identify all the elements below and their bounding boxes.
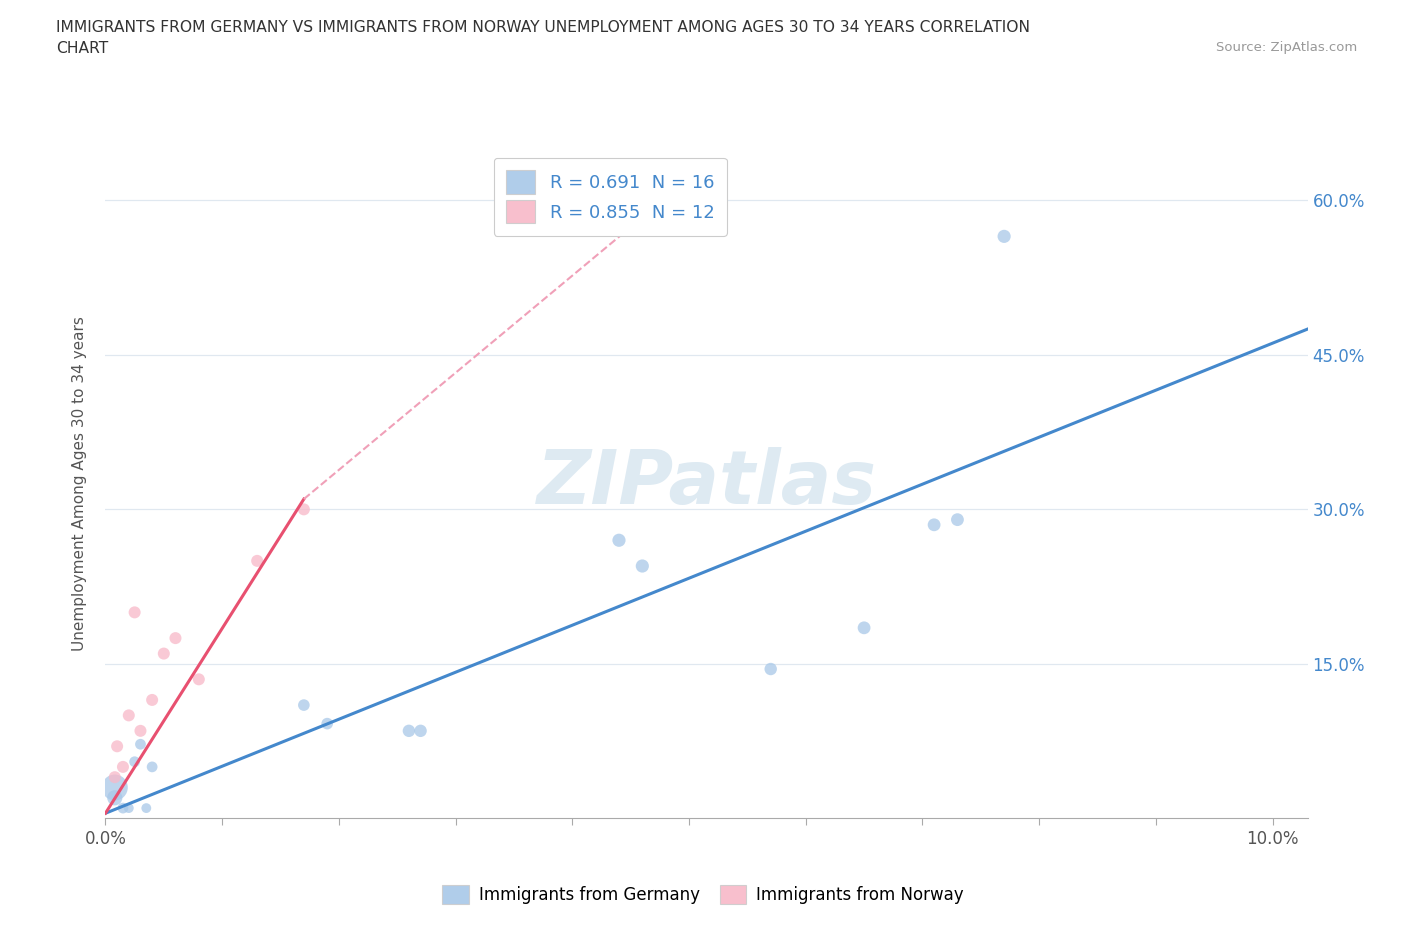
Point [104, 770, 127, 785]
Point [409, 724, 432, 738]
Point [111, 760, 134, 775]
Point [946, 512, 969, 527]
Point [129, 737, 152, 751]
Text: CHART: CHART [56, 41, 108, 56]
Text: IMMIGRANTS FROM GERMANY VS IMMIGRANTS FROM NORWAY UNEMPLOYMENT AMONG AGES 30 TO : IMMIGRANTS FROM GERMANY VS IMMIGRANTS FR… [56, 20, 1031, 35]
Point [187, 671, 209, 686]
Point [246, 553, 269, 568]
Point [129, 724, 152, 738]
Point [141, 760, 163, 775]
Point [111, 801, 134, 816]
Point [993, 229, 1015, 244]
Legend: Immigrants from Germany, Immigrants from Norway: Immigrants from Germany, Immigrants from… [433, 876, 973, 912]
Point [759, 661, 782, 676]
Point [292, 698, 315, 712]
Point [631, 559, 654, 574]
Point [853, 620, 876, 635]
Point [607, 533, 630, 548]
Point [292, 502, 315, 517]
Y-axis label: Unemployment Among Ages 30 to 34 years: Unemployment Among Ages 30 to 34 years [72, 316, 87, 651]
Point [153, 646, 176, 661]
Point [118, 801, 141, 816]
Point [135, 801, 157, 816]
Point [104, 790, 127, 805]
Point [141, 693, 163, 708]
Point [124, 754, 146, 769]
Legend: R = 0.691  N = 16, R = 0.855  N = 12: R = 0.691 N = 16, R = 0.855 N = 12 [494, 158, 727, 236]
Point [165, 631, 187, 645]
Text: ZIPatlas: ZIPatlas [537, 447, 876, 520]
Point [104, 780, 127, 795]
Point [118, 708, 141, 723]
Point [922, 517, 945, 532]
Text: Source: ZipAtlas.com: Source: ZipAtlas.com [1216, 41, 1357, 54]
Point [105, 738, 128, 753]
Point [124, 604, 146, 619]
Point [316, 716, 339, 731]
Point [398, 724, 420, 738]
